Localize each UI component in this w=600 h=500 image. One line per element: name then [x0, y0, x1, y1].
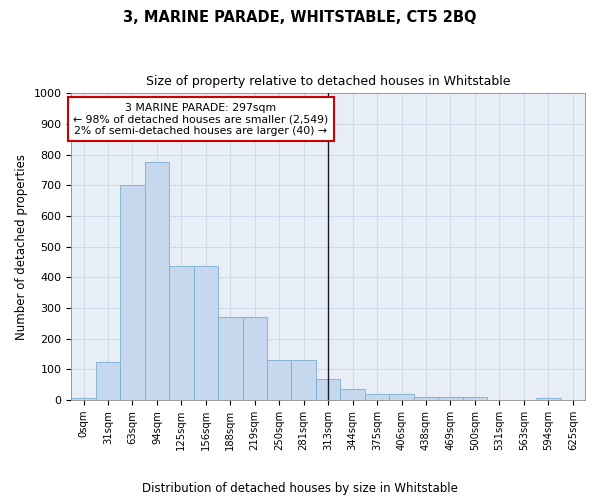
Bar	[218, 317, 242, 400]
Bar	[267, 360, 292, 400]
Bar	[71, 398, 96, 400]
Bar	[169, 266, 194, 400]
Text: 3 MARINE PARADE: 297sqm
← 98% of detached houses are smaller (2,549)
2% of semi-: 3 MARINE PARADE: 297sqm ← 98% of detache…	[73, 102, 329, 136]
Bar	[365, 394, 389, 400]
Bar	[463, 397, 487, 400]
Bar	[414, 397, 438, 400]
Bar	[96, 362, 120, 400]
Bar	[242, 317, 267, 400]
Bar	[340, 389, 365, 400]
Text: 3, MARINE PARADE, WHITSTABLE, CT5 2BQ: 3, MARINE PARADE, WHITSTABLE, CT5 2BQ	[123, 10, 477, 25]
Bar	[194, 266, 218, 400]
Bar	[316, 379, 340, 400]
Bar	[536, 398, 560, 400]
Bar	[292, 360, 316, 400]
Bar	[120, 186, 145, 400]
Text: Distribution of detached houses by size in Whitstable: Distribution of detached houses by size …	[142, 482, 458, 495]
Title: Size of property relative to detached houses in Whitstable: Size of property relative to detached ho…	[146, 75, 511, 88]
Bar	[389, 394, 414, 400]
Bar	[145, 162, 169, 400]
Bar	[438, 397, 463, 400]
Y-axis label: Number of detached properties: Number of detached properties	[15, 154, 28, 340]
